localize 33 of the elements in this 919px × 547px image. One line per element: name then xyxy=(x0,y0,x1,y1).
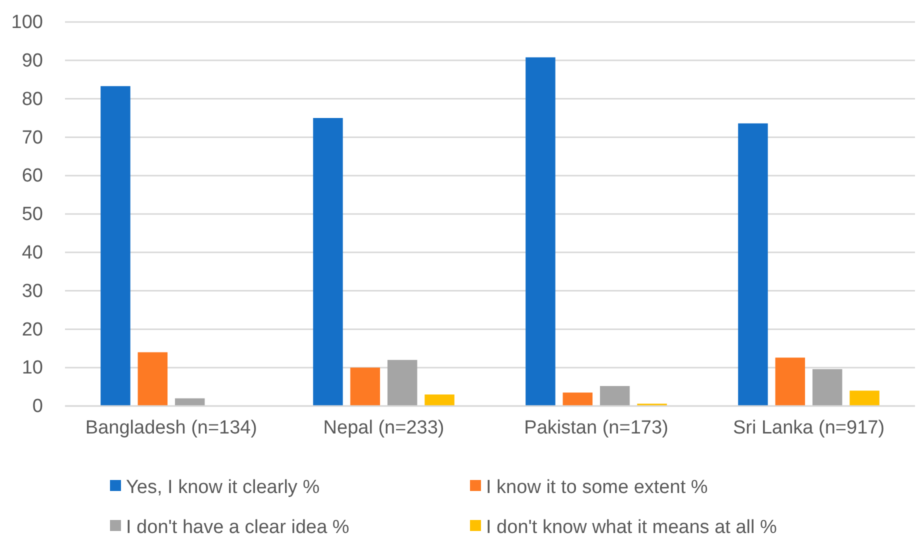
x-tick-label: Bangladesh (n=134) xyxy=(85,417,258,438)
bar xyxy=(738,123,768,406)
legend-label: I don't know what it means at all % xyxy=(486,517,777,538)
y-tick-label: 50 xyxy=(22,204,43,226)
y-tick-label: 0 xyxy=(32,396,43,418)
x-tick-label: Sri Lanka (n=917) xyxy=(732,417,885,438)
y-tick-label: 90 xyxy=(22,50,43,72)
bar xyxy=(424,394,454,406)
bar xyxy=(775,358,806,406)
legend-label: I know it to some extent % xyxy=(486,477,708,498)
legend-label: I don't have a clear idea % xyxy=(126,517,350,538)
bar xyxy=(526,57,556,406)
y-tick-label: 10 xyxy=(22,358,43,379)
y-tick-label: 40 xyxy=(22,242,43,264)
bar xyxy=(387,360,418,406)
bar xyxy=(313,118,343,406)
x-tick-label: Pakistan (n=173) xyxy=(524,417,668,438)
bar xyxy=(562,392,593,406)
y-tick-label: 70 xyxy=(22,127,43,148)
bar xyxy=(850,390,880,406)
bar xyxy=(812,369,842,406)
y-tick-label: 20 xyxy=(22,319,43,340)
bar xyxy=(600,386,630,406)
legend-label: Yes, I know it clearly % xyxy=(126,477,320,498)
bar xyxy=(100,86,130,406)
y-tick-label: 100 xyxy=(11,12,43,34)
y-tick-label: 30 xyxy=(22,280,43,302)
x-tick-label: Nepal (n=233) xyxy=(323,417,444,438)
bar xyxy=(138,352,168,406)
y-tick-label: 80 xyxy=(22,88,43,110)
bar xyxy=(174,398,205,406)
bar xyxy=(350,368,380,406)
y-tick-label: 60 xyxy=(22,166,43,187)
